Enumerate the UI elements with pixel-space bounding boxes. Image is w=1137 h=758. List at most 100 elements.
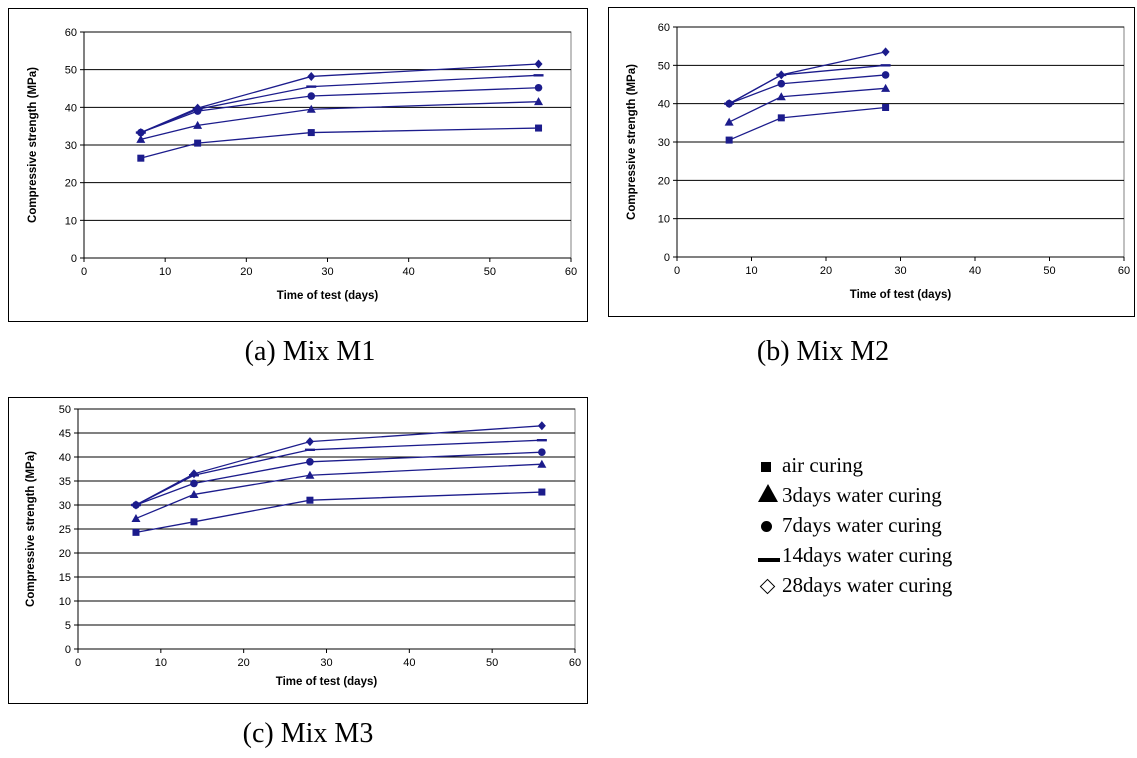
data-point-dash (306, 85, 317, 88)
data-point-circle (534, 83, 543, 92)
x-tick-label: 10 (159, 266, 171, 278)
chart-panel-m3: 0 5 10 15 20 25 30 35 40 45 50 0 10 20 30 40 50 60 Time of… (8, 397, 588, 704)
data-point-diamond (777, 70, 786, 80)
data-point-circle (538, 448, 546, 456)
series-line-2 (140, 87, 539, 134)
x-tick-label: 0 (674, 265, 680, 277)
x-tick-label: 60 (569, 657, 581, 669)
y-axis-title: Compressive strength (MPa) (626, 64, 638, 220)
y-tick-label: 20 (658, 175, 670, 187)
chart-m1: 0 10 20 30 40 50 60 0 10 20 30 40 50 60 Time of test (… (27, 27, 577, 302)
y-tick-label: 40 (65, 102, 77, 114)
data-point-dash (880, 64, 891, 67)
x-axis-title: Time of test (days) (277, 290, 379, 302)
data-point-square (538, 488, 546, 496)
x-tick-label: 60 (1118, 265, 1130, 277)
legend-label: air curing (782, 453, 864, 477)
series-line-3 (728, 64, 886, 105)
y-axis-title: Compressive strength (MPa) (27, 67, 39, 223)
y-tick-label: 25 (59, 524, 71, 536)
data-point-triangle (537, 459, 547, 468)
y-tick-label: 50 (59, 404, 71, 416)
legend-item-14days: 14days water curing (758, 540, 952, 570)
caption-m1: (a) Mix M1 (244, 336, 376, 367)
y-tick-label: 40 (658, 99, 670, 111)
x-tick-label: 60 (565, 266, 577, 278)
data-point-square (190, 518, 198, 526)
x-tick-label: 50 (1043, 265, 1055, 277)
legend-label: 14days water curing (782, 543, 953, 567)
diamond-outline-marker-icon (758, 570, 782, 600)
data-point-triangle (724, 117, 734, 126)
x-tick-label: 40 (969, 265, 981, 277)
data-point-square (194, 139, 202, 147)
data-point-diamond (131, 500, 140, 510)
y-tick-label: 30 (59, 500, 71, 512)
data-point-triangle (776, 92, 786, 101)
square-marker-icon (758, 450, 782, 480)
series-line-4 (135, 425, 542, 506)
caption-m3: (c) Mix M3 (242, 718, 374, 749)
legend-item-air: air curing (758, 450, 952, 480)
series-line-0 (135, 491, 542, 533)
data-point-triangle (534, 97, 544, 106)
y-tick-label: 20 (59, 548, 71, 560)
data-point-square (777, 114, 785, 122)
x-tick-label: 20 (240, 266, 252, 278)
y-tick-label: 10 (658, 214, 670, 226)
data-point-circle (307, 92, 316, 100)
data-point-triangle (193, 120, 203, 129)
y-axis-title: Compressive strength (MPa) (25, 451, 37, 607)
x-tick-label: 0 (75, 657, 81, 669)
x-tick-label: 40 (403, 657, 415, 669)
series-line-1 (728, 87, 886, 123)
legend-label: 28days water curing (782, 573, 953, 597)
x-tick-label: 30 (321, 266, 333, 278)
y-tick-label: 5 (65, 620, 71, 632)
data-point-dash (533, 74, 544, 77)
x-tick-label: 40 (403, 266, 415, 278)
data-point-triangle (131, 513, 141, 522)
data-point-diamond (537, 421, 546, 431)
chart-m3: 0 5 10 15 20 25 30 35 40 45 50 0 10 20 30 40 50 60 Time of… (25, 404, 581, 688)
data-point-diamond (534, 59, 543, 69)
x-tick-label: 20 (820, 265, 832, 277)
data-point-circle (190, 479, 198, 488)
x-tick-label: 10 (745, 265, 757, 277)
series-line-0 (728, 106, 886, 141)
y-tick-label: 40 (59, 452, 71, 464)
legend-item-28days: 28days water curing (758, 570, 952, 600)
y-tick-label: 60 (65, 27, 77, 39)
legend-item-7days: 7days water curing (758, 510, 952, 540)
data-point-square (882, 104, 890, 111)
data-point-triangle (136, 134, 146, 143)
x-tick-label: 0 (81, 266, 87, 278)
data-point-triangle (306, 104, 316, 113)
series-line-1 (135, 463, 542, 520)
x-tick-label: 50 (484, 266, 496, 278)
data-point-square (535, 124, 543, 132)
data-point-square (306, 496, 314, 504)
data-point-diamond (725, 99, 734, 109)
x-tick-label: 30 (894, 265, 906, 277)
data-point-triangle (305, 470, 315, 479)
legend-label: 7days water curing (782, 513, 942, 537)
legend-label: 3days water curing (782, 483, 942, 507)
series-line-1 (140, 101, 539, 140)
data-point-triangle (881, 83, 891, 92)
legend-item-3days: 3days water curing (758, 480, 952, 510)
series-line-2 (135, 451, 542, 506)
y-tick-label: 50 (658, 60, 670, 72)
y-tick-label: 10 (59, 596, 71, 608)
data-point-diamond (307, 71, 316, 81)
dash-marker-icon (758, 540, 782, 570)
y-tick-label: 0 (65, 644, 71, 656)
data-point-square (307, 129, 315, 137)
data-point-circle (777, 79, 786, 88)
y-tick-label: 45 (59, 428, 71, 440)
data-point-diamond (305, 437, 314, 447)
legend: air curing 3days water curing 7days wate… (758, 450, 952, 600)
y-tick-label: 50 (65, 65, 77, 77)
data-point-circle (306, 458, 314, 466)
series-line-4 (140, 63, 539, 134)
